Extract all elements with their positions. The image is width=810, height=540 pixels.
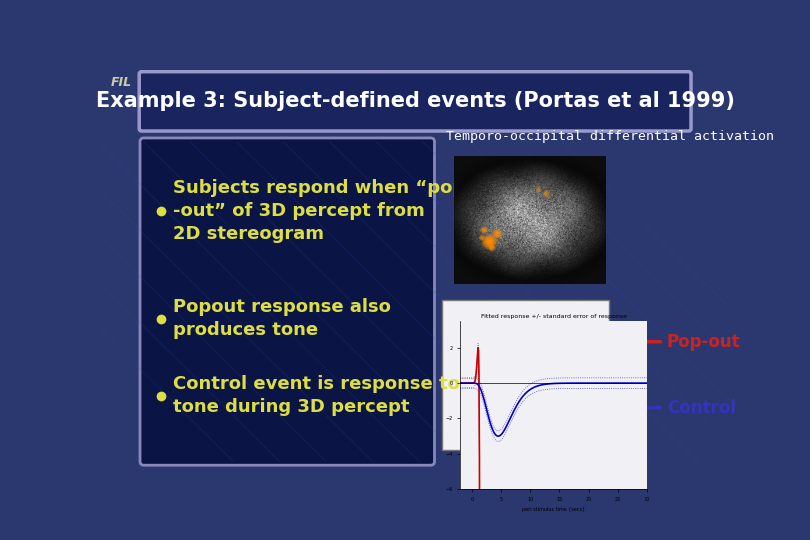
- Title: Fitted response +/- standard error of response: Fitted response +/- standard error of re…: [480, 314, 627, 320]
- FancyBboxPatch shape: [140, 138, 434, 465]
- Text: Subjects respond when “pop
-out” of 3D percept from
2D stereogram: Subjects respond when “pop -out” of 3D p…: [173, 179, 466, 243]
- X-axis label: peri stimulus time {secs}: peri stimulus time {secs}: [522, 508, 585, 512]
- Text: Control: Control: [667, 399, 735, 417]
- Text: Popout response also
produces tone: Popout response also produces tone: [173, 299, 391, 339]
- Text: Pop-out: Pop-out: [667, 333, 740, 350]
- FancyBboxPatch shape: [139, 72, 691, 131]
- Text: FIL: FIL: [110, 76, 132, 89]
- Text: Example 3: Subject-defined events (Portas et al 1999): Example 3: Subject-defined events (Porta…: [96, 91, 735, 111]
- Text: Temporo-occipital differential activation: Temporo-occipital differential activatio…: [446, 130, 774, 143]
- Text: Control event is response to
tone during 3D percept: Control event is response to tone during…: [173, 375, 460, 416]
- Bar: [454, 157, 605, 284]
- Bar: [442, 300, 609, 450]
